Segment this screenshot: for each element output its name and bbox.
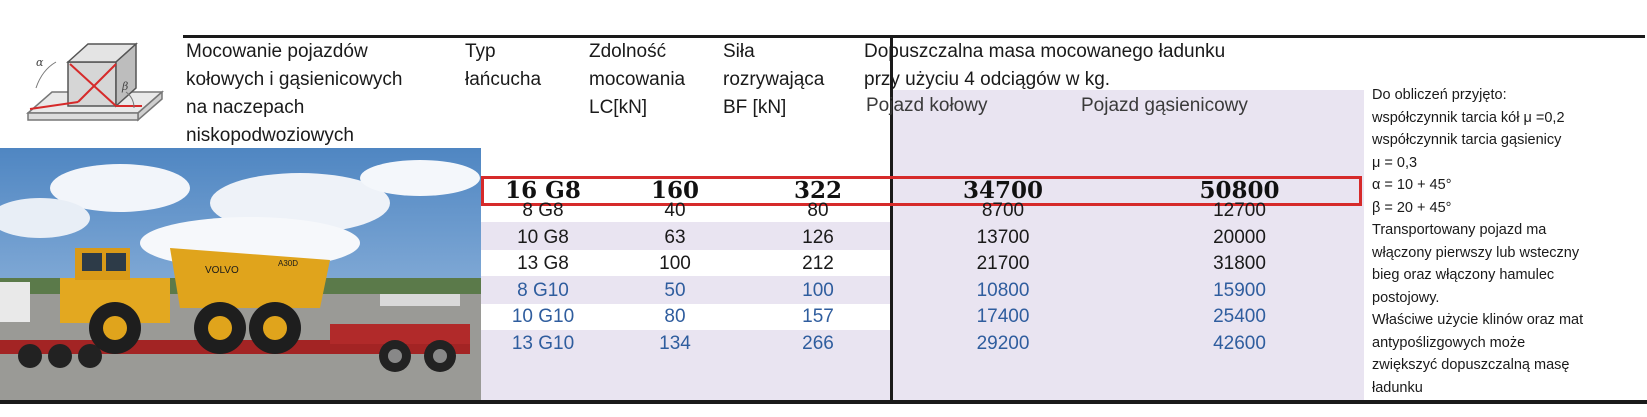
subheader-tracked: Pojazd gąsienicowy [1081, 95, 1248, 116]
lashing-diagram: α β [26, 42, 164, 122]
calculation-notes: Do obliczeń przyjęto: współczynnik tarci… [1372, 87, 1584, 396]
header-permissible-mass: Dopuszczalna masa mocowanego ładunku prz… [864, 41, 1226, 90]
cell-chain-type: 10 G8 [517, 226, 569, 248]
row-stripe [481, 222, 891, 250]
subheader-wheeled: Pojazd kołowy [866, 95, 988, 116]
truck-on-trailer-photo: VOLVO A30D [0, 148, 481, 400]
table-top-rule [183, 35, 1645, 38]
cell-lc: 80 [664, 306, 686, 328]
cell-wheeled: 8700 [981, 200, 1025, 221]
header-lashing-capacity: Zdolność mocowania LC[kN] [589, 41, 686, 118]
cell-lc: 134 [659, 333, 691, 354]
cell-bf: 212 [802, 253, 834, 275]
cell-chain-type: 8 G10 [517, 279, 569, 301]
truck-brand-label: VOLVO [205, 265, 239, 276]
cell-tracked: 15900 [1213, 279, 1266, 301]
row-stripe [481, 276, 891, 304]
table-bottom-rule [0, 400, 1647, 404]
highlight-wheeled: 34700 [962, 177, 1044, 204]
cell-bf: 266 [802, 333, 834, 354]
beta-label: β [121, 80, 128, 93]
cell-bf: 157 [802, 306, 834, 328]
cell-bf: 80 [807, 200, 829, 221]
mass-columns-background [891, 90, 1364, 400]
truck-model-label: A30D [278, 259, 298, 268]
cell-lc: 40 [664, 200, 686, 221]
cell-lc: 100 [659, 253, 691, 275]
cell-lc: 63 [664, 226, 686, 248]
cell-chain-type: 13 G10 [511, 333, 575, 354]
highlight-lc: 160 [650, 177, 699, 204]
highlight-bf: 322 [793, 177, 842, 204]
cell-wheeled: 21700 [976, 253, 1030, 275]
header-chain-type: Typ łańcucha [465, 41, 542, 90]
cell-chain-type: 8 G8 [522, 200, 564, 221]
cell-wheeled: 29200 [976, 333, 1030, 354]
cell-wheeled: 13700 [976, 226, 1030, 248]
highlight-tracked: 50800 [1199, 177, 1280, 204]
cell-lc: 50 [664, 279, 686, 301]
header-breaking-force: Siła rozrywająca BF [kN] [723, 41, 825, 118]
cell-tracked: 20000 [1213, 226, 1266, 248]
cell-chain-type: 13 G8 [517, 253, 569, 275]
row-stripe [481, 330, 891, 400]
cell-tracked: 12700 [1213, 200, 1266, 221]
cell-bf: 100 [802, 279, 834, 301]
cell-bf: 126 [802, 226, 834, 248]
table-title: Mocowanie pojazdów kołowych i gąsienicow… [186, 41, 403, 146]
highlight-chain-type: 16 G8 [505, 177, 581, 204]
cell-wheeled: 10800 [976, 279, 1030, 301]
cell-tracked: 25400 [1213, 306, 1266, 328]
cell-chain-type: 10 G10 [511, 306, 575, 328]
cell-wheeled: 17400 [976, 306, 1030, 328]
cell-tracked: 42600 [1213, 333, 1266, 354]
alpha-label: α [36, 56, 44, 69]
cell-tracked: 31800 [1213, 253, 1266, 275]
column-divider [890, 37, 893, 401]
highlighted-row [481, 176, 1362, 206]
